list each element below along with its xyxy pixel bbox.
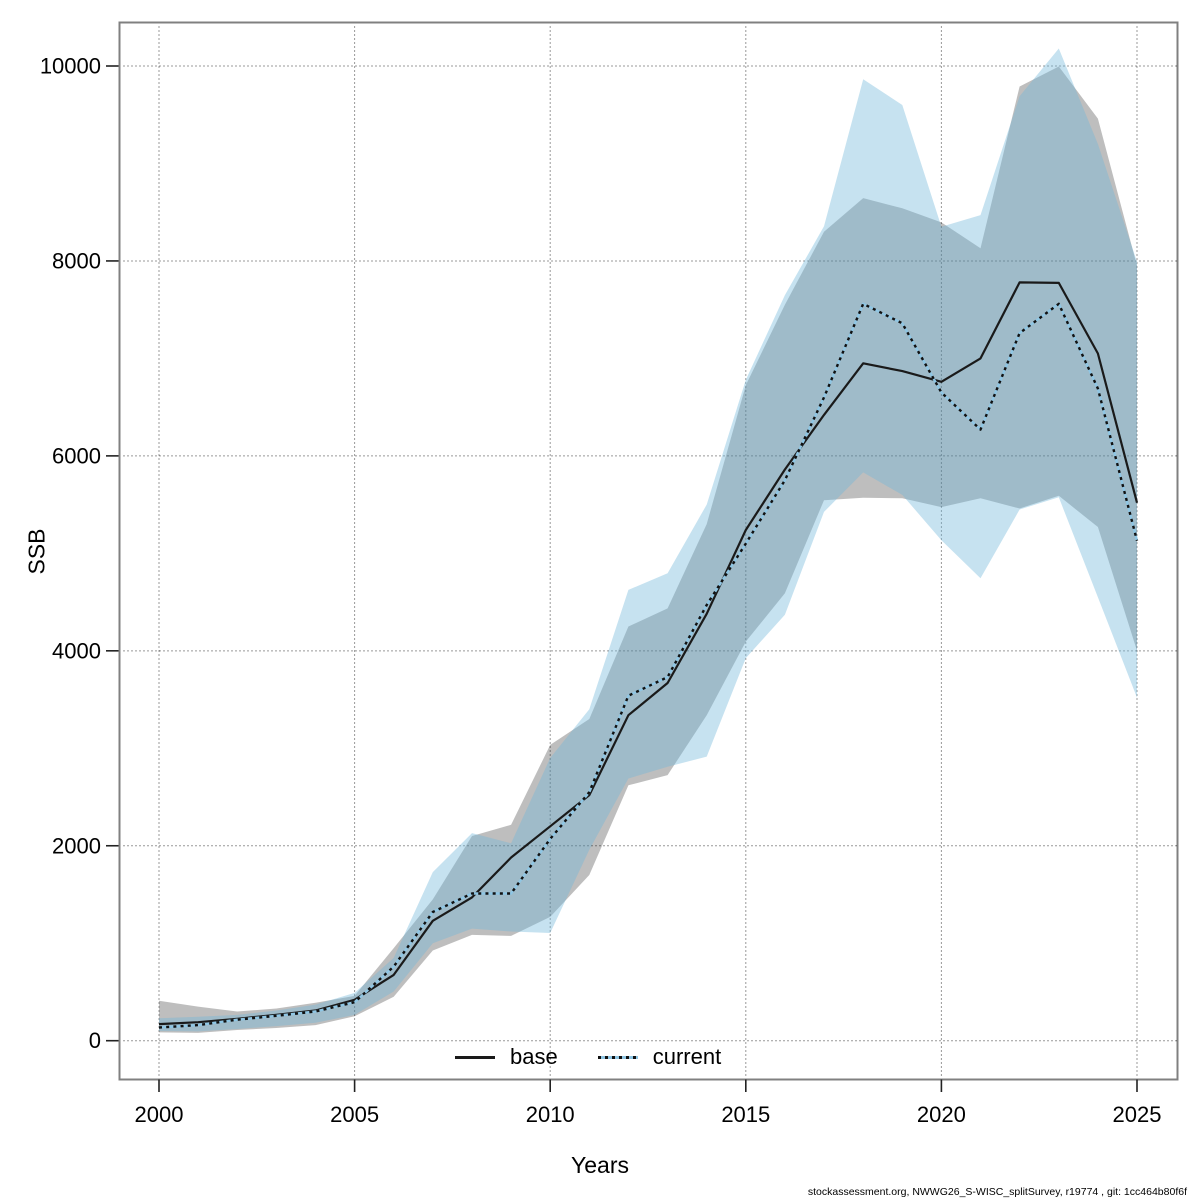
- x-tick-label-2000: 2000: [135, 1102, 184, 1127]
- x-axis-title: Years: [571, 1152, 629, 1178]
- y-tick-label-10000: 10000: [40, 54, 101, 79]
- y-tick-label-6000: 6000: [52, 443, 101, 468]
- y-tick-label-0: 0: [89, 1028, 101, 1053]
- x-tick-label-2010: 2010: [526, 1102, 575, 1127]
- legend: base current: [455, 1044, 721, 1070]
- x-tick-label-2005: 2005: [330, 1102, 379, 1127]
- y-axis-title: SSB: [23, 528, 50, 575]
- legend-line-sample-current: [597, 1055, 638, 1059]
- series-line-current-underlay: [158, 302, 1139, 1029]
- x-tick-label-2020: 2020: [917, 1102, 966, 1127]
- y-tick-label-4000: 4000: [52, 638, 101, 663]
- legend-label-current: current: [652, 1044, 722, 1069]
- legend-line-sample-base: [455, 1055, 495, 1059]
- y-tick-label-2000: 2000: [52, 833, 101, 858]
- legend-label-base: base: [510, 1044, 558, 1069]
- confidence-band-base: [159, 66, 1137, 1033]
- y-tick-label-8000: 8000: [52, 248, 101, 273]
- confidence-band-current: [159, 48, 1137, 1032]
- footer-run-info: stockassessment.org, NWWG26_S-WISC_split…: [807, 1186, 1187, 1198]
- x-tick-label-2025: 2025: [1113, 1102, 1162, 1127]
- x-tick-label-2015: 2015: [721, 1102, 770, 1127]
- plot-border: [118, 21, 1179, 1081]
